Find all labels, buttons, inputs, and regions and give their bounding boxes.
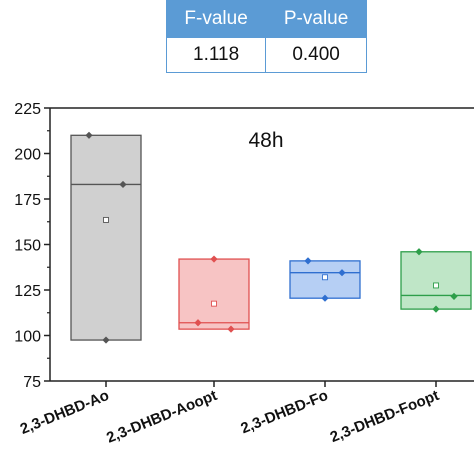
mean-marker xyxy=(211,300,217,307)
y-tick-label: 125 xyxy=(14,283,41,300)
data-point xyxy=(321,294,329,302)
data-point xyxy=(210,255,218,263)
chart-annotation: 48h xyxy=(248,129,283,152)
p-value-cell: 0.400 xyxy=(265,37,367,73)
box-rect xyxy=(178,258,250,330)
box-2 xyxy=(178,255,250,333)
f-value-cell: 1.118 xyxy=(165,37,267,73)
stats-header-row: F-value P-value xyxy=(165,0,367,38)
box-rect xyxy=(70,134,142,341)
y-axis: 75 100 125 150 175 200 225 xyxy=(14,101,50,391)
mean-marker xyxy=(103,216,109,223)
box-rect xyxy=(289,260,361,299)
x-tick-label: 2,3-DHBD-Ao xyxy=(18,387,112,438)
data-point xyxy=(338,269,346,277)
box-4 xyxy=(400,248,472,313)
data-point xyxy=(119,180,127,189)
y-tick-label: 150 xyxy=(14,238,41,255)
data-point xyxy=(85,131,93,139)
stats-value-row: 1.118 0.400 xyxy=(165,37,367,73)
data-point xyxy=(194,319,202,327)
box-3 xyxy=(289,257,361,302)
y-tick-label: 200 xyxy=(14,147,41,164)
box-1 xyxy=(70,131,142,344)
mean-marker xyxy=(322,274,328,281)
x-tick-label: 2,3-DHBD-Fo xyxy=(238,387,330,437)
box-rect xyxy=(400,251,472,310)
x-tick-label: 2,3-DHBD-Foopt xyxy=(328,387,442,446)
y-tick-label: 225 xyxy=(14,101,41,118)
data-point xyxy=(432,305,440,313)
y-tick-label: 75 xyxy=(23,374,41,391)
data-point xyxy=(304,257,312,265)
boxes xyxy=(70,131,472,344)
x-tick-label: 2,3-DHBD-Aoopt xyxy=(104,387,219,447)
stats-table: F-value P-value 1.118 0.400 xyxy=(165,0,367,73)
data-point xyxy=(227,325,235,333)
data-point xyxy=(415,248,423,256)
data-point xyxy=(102,336,110,344)
data-point xyxy=(450,292,458,300)
mean-marker xyxy=(433,282,439,289)
x-axis: 2,3-DHBD-Ao2,3-DHBD-Aoopt 2,3-DHBD-Fo2,3-… xyxy=(18,381,442,447)
y-tick-label: 175 xyxy=(14,192,41,209)
p-value-header: P-value xyxy=(265,0,367,38)
y-tick-label: 100 xyxy=(14,329,41,346)
f-value-header: F-value xyxy=(165,0,267,38)
